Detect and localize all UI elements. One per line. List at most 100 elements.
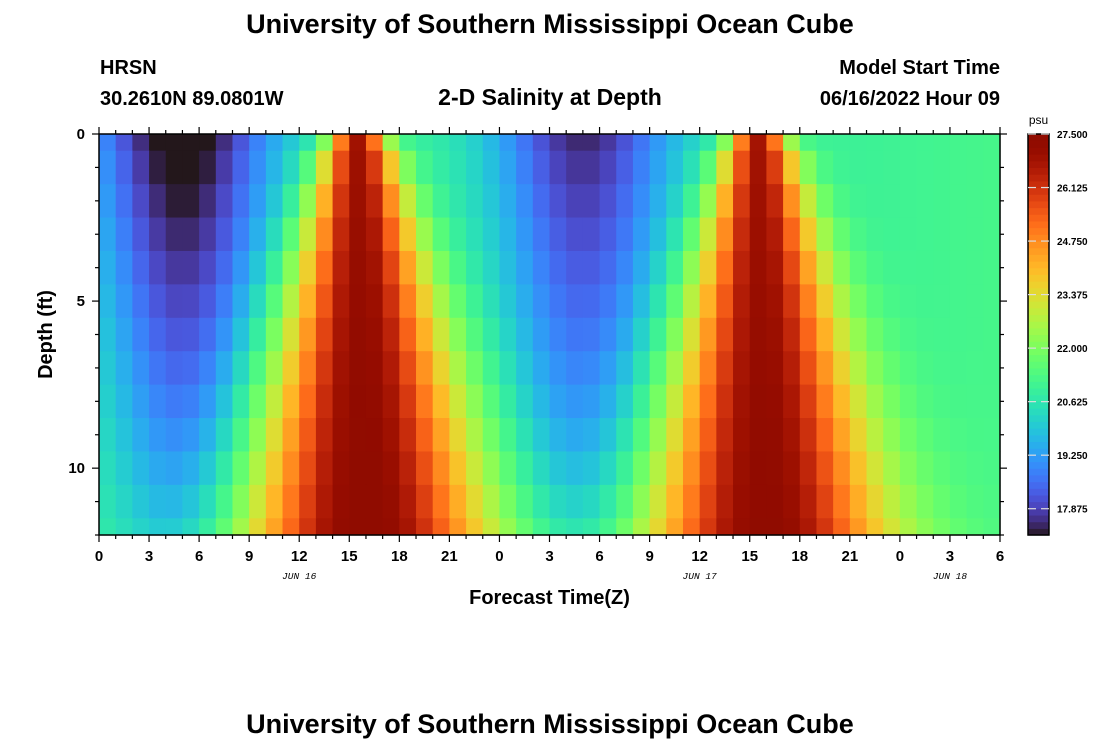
colorbar-segment — [1028, 401, 1049, 409]
heatmap-cell — [249, 284, 267, 319]
heatmap-cell — [215, 317, 234, 352]
heatmap-cell — [716, 217, 734, 252]
heatmap-cell — [249, 384, 267, 419]
heatmap-cell — [382, 451, 400, 486]
heatmap-cell — [799, 518, 818, 536]
heatmap-cell — [933, 134, 951, 152]
x-axis-tick-label: 18 — [391, 548, 408, 565]
heatmap-cell — [849, 317, 868, 352]
heatmap-cell — [282, 150, 300, 185]
heatmap-cell — [966, 484, 984, 519]
heatmap-cell — [215, 184, 234, 219]
heatmap-cell — [315, 134, 334, 152]
heatmap-cell — [382, 351, 400, 386]
heatmap-cell — [365, 134, 384, 152]
x-axis-tick-label: 9 — [645, 548, 653, 565]
colorbar-segment — [1028, 247, 1049, 255]
heatmap-cell — [933, 250, 951, 285]
heatmap-cell — [149, 484, 167, 519]
heatmap-cell — [299, 418, 317, 453]
heatmap-cell — [632, 184, 651, 219]
heatmap-cell — [432, 284, 450, 319]
heatmap-cell — [766, 250, 784, 285]
heatmap-cell — [349, 451, 367, 486]
heatmap-cell — [365, 451, 384, 486]
heatmap-cell — [332, 351, 350, 386]
colorbar-segment — [1028, 354, 1049, 362]
heatmap-cell — [466, 284, 484, 319]
heatmap-cell — [99, 284, 117, 319]
heatmap-cell — [249, 250, 267, 285]
heatmap-cell — [699, 518, 717, 536]
heatmap-cell — [566, 317, 584, 352]
heatmap-cell — [215, 217, 234, 252]
heatmap-cell — [115, 484, 133, 519]
heatmap-cell — [616, 150, 634, 185]
heatmap-cell — [616, 484, 634, 519]
heatmap-cell — [833, 384, 851, 419]
heatmap-cell — [983, 284, 1001, 319]
heatmap-cell — [199, 518, 217, 536]
heatmap-cell — [532, 134, 551, 152]
heatmap-cell — [733, 134, 751, 152]
heatmap-cell — [816, 518, 834, 536]
heatmap-cell — [299, 134, 317, 152]
heatmap-cell — [132, 150, 150, 185]
heatmap-cell — [566, 284, 584, 319]
heatmap-cell — [199, 351, 217, 386]
colorbar-segment — [1028, 307, 1049, 316]
heatmap-cell — [416, 150, 434, 185]
heatmap-cell — [949, 134, 968, 152]
heatmap-cell — [115, 134, 133, 152]
heatmap-cell — [766, 317, 784, 352]
heatmap-cell — [349, 384, 367, 419]
colorbar-segment — [1028, 267, 1049, 275]
heatmap-cell — [432, 451, 450, 486]
heatmap-cell — [165, 284, 184, 319]
heatmap-cell — [265, 217, 284, 252]
heatmap-cell — [365, 484, 384, 519]
heatmap-cell — [649, 518, 667, 536]
heatmap-cell — [532, 418, 551, 453]
heatmap-cell — [399, 518, 417, 536]
heatmap-cell — [466, 217, 484, 252]
heatmap-cell — [549, 351, 567, 386]
heatmap-cell — [883, 150, 901, 185]
x-axis-tick-label: 3 — [145, 548, 153, 565]
colorbar-segment — [1028, 347, 1049, 356]
colorbar-segment — [1028, 461, 1049, 469]
heatmap-cell — [649, 134, 667, 152]
heatmap-cell — [449, 418, 467, 453]
colorbar-segment — [1028, 394, 1049, 402]
heatmap-cell — [799, 384, 818, 419]
heatmap-cell — [966, 150, 984, 185]
heatmap-cell — [599, 451, 617, 486]
heatmap-cell — [849, 518, 868, 536]
heatmap-cell — [332, 150, 350, 185]
heatmap-cell — [432, 184, 450, 219]
heatmap-cell — [199, 484, 217, 519]
heatmap-cell — [949, 150, 968, 185]
heatmap-cell — [632, 351, 651, 386]
heatmap-cell — [466, 418, 484, 453]
heatmap-cell — [432, 317, 450, 352]
heatmap-cell — [632, 250, 651, 285]
x-axis-tick-label: 18 — [791, 548, 808, 565]
heatmap-cell — [399, 184, 417, 219]
colorbar-segment — [1028, 274, 1049, 282]
colorbar-segment — [1028, 174, 1049, 182]
heatmap-cell — [99, 418, 117, 453]
heatmap-cell — [532, 451, 551, 486]
colorbar-segment — [1028, 220, 1049, 229]
heatmap-cell — [232, 451, 250, 486]
x-axis-tick-label: 15 — [741, 548, 758, 565]
heatmap-cell — [682, 134, 701, 152]
heatmap-cell — [966, 384, 984, 419]
heatmap-cell — [449, 484, 467, 519]
heatmap-cell — [149, 134, 167, 152]
heatmap-cell — [549, 384, 567, 419]
x-axis-tick-label: 6 — [996, 548, 1004, 565]
y-axis-label: Depth (ft) — [35, 290, 57, 379]
heatmap-cell — [115, 284, 133, 319]
heatmap-cell — [866, 484, 884, 519]
